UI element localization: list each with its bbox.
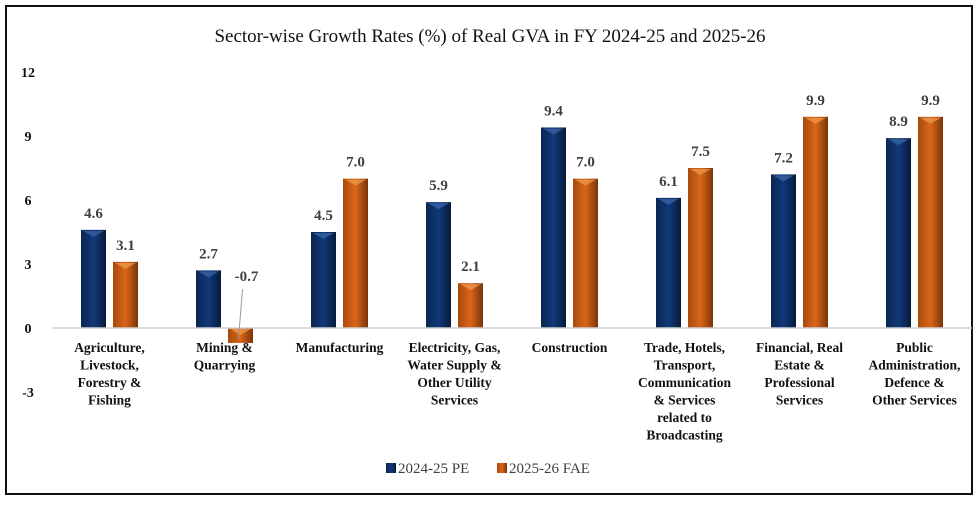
bar-2024-25 — [311, 232, 336, 328]
data-label-2025-26: 9.9 — [806, 93, 825, 109]
bar-2024-25 — [196, 270, 221, 328]
category-label: Electricity, Gas, Water Supply & Other Uti… — [407, 340, 501, 408]
bar-2025-26 — [688, 168, 713, 328]
category-label: Manufacturing — [296, 340, 384, 355]
category-label: Mining & Quarrying — [194, 340, 256, 373]
bar-bevel — [115, 262, 136, 269]
bar-bevel — [805, 117, 826, 124]
bar-2025-26 — [458, 283, 483, 328]
legend-swatch-2024-25 — [386, 463, 396, 473]
data-labels: 4.6 3.1 2.7 -0.7 4.5 7.0 5.9 2.1 9.4 7.0 6.1 7.5 7.2… — [84, 93, 940, 339]
bar-bevel — [690, 169, 711, 175]
bar-bevel — [888, 139, 909, 146]
y-axis: 12 9 6 3 0 -3 — [21, 66, 35, 401]
category-label: Trade, Hotels, Transport, Communication & S… — [638, 340, 731, 443]
data-label-2025-26: 3.1 — [116, 238, 135, 254]
leader-line — [238, 289, 243, 339]
bar-2025-26 — [573, 178, 598, 328]
bar-bevel — [83, 230, 104, 237]
y-tick-label: -3 — [22, 386, 34, 401]
bar-2025-26 — [113, 261, 138, 328]
y-tick-label: 6 — [25, 194, 32, 209]
y-tick-label: 3 — [25, 258, 32, 273]
bar-bevel — [198, 271, 219, 278]
bar-2025-26 — [228, 328, 253, 343]
bar-bevel — [345, 179, 366, 186]
bar-2025-26 — [803, 116, 828, 328]
bar-bevel — [460, 284, 481, 291]
chart-frame — [5, 5, 973, 495]
legend-label-2025-26: 2025-26 FAE — [509, 461, 590, 477]
legend-swatch-2025-26 — [497, 463, 507, 473]
data-label-2025-26: 9.9 — [921, 93, 940, 109]
category-label: Public Administration, Defence & Other Serv… — [869, 340, 961, 408]
data-label-2025-26: -0.7 — [235, 269, 259, 285]
category-label: Agriculture, Livestock, Forestry & Fishing — [74, 340, 145, 408]
data-label-2024-25: 9.4 — [544, 103, 563, 119]
category-label: Financial, Real Estate & Professional Servi… — [756, 340, 843, 408]
bar-bevel — [575, 179, 596, 186]
bar-2024-25 — [81, 229, 106, 328]
bars — [81, 116, 943, 343]
bar-2024-25 — [771, 174, 796, 328]
data-label-2025-26: 7.0 — [346, 155, 365, 171]
category-label: Construction — [532, 340, 608, 355]
legend-label-2024-25: 2024-25 PE — [398, 461, 469, 477]
bar-bevel — [313, 233, 334, 239]
data-label-2025-26: 7.0 — [576, 155, 595, 171]
data-label-2024-25: 5.9 — [429, 178, 448, 194]
bar-2024-25 — [426, 202, 451, 328]
data-label-2024-25: 4.6 — [84, 206, 103, 222]
data-label-2025-26: 7.5 — [691, 144, 710, 160]
bar-bevel — [658, 198, 679, 205]
bar-2025-26 — [343, 178, 368, 328]
data-label-2024-25: 8.9 — [889, 114, 908, 130]
y-tick-label: 12 — [21, 66, 35, 81]
data-label-2024-25: 7.2 — [774, 150, 793, 166]
bar-bevel — [428, 203, 449, 210]
bar-2024-25 — [656, 197, 681, 328]
data-label-2024-25: 2.7 — [199, 246, 218, 262]
bar-2024-25 — [886, 138, 911, 328]
data-label-2024-25: 4.5 — [314, 208, 333, 224]
bar-2024-25 — [541, 127, 566, 328]
bar-2025-26 — [918, 116, 943, 328]
chart-title: Sector-wise Growth Rates (%) of Real GVA… — [214, 26, 765, 47]
data-label-2024-25: 6.1 — [659, 174, 678, 190]
category-labels: Agriculture, Livestock, Forestry & Fishing M… — [74, 340, 960, 443]
bar-bevel — [773, 175, 794, 182]
data-label-2025-26: 2.1 — [461, 259, 480, 275]
legend: 2024-25 PE 2025-26 FAE — [386, 461, 590, 477]
bar-bevel — [920, 117, 941, 124]
y-tick-label: 0 — [25, 322, 32, 337]
y-tick-label: 9 — [25, 130, 32, 145]
bar-bevel — [543, 128, 564, 135]
bar-bevel — [230, 329, 251, 335]
